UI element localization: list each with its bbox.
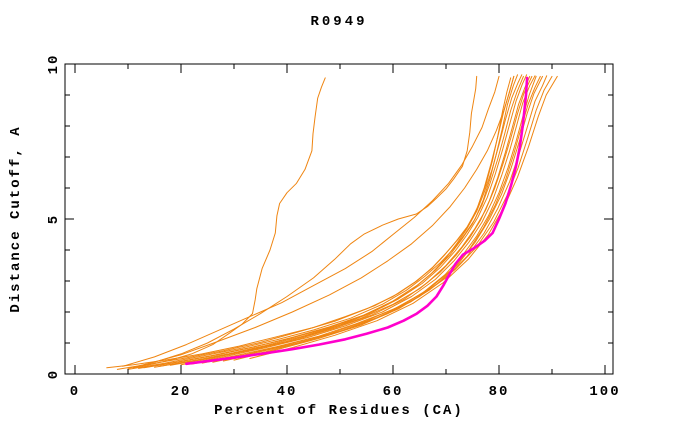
model-curve [143,75,515,366]
x-tick-label: 40 [277,384,298,400]
model-curve [212,75,543,363]
model-curve [132,77,326,369]
y-tick-label: 5 [46,214,62,224]
model-curve [127,75,478,369]
y-tick-label: 10 [46,54,62,75]
model-curve [122,75,500,367]
x-tick-label: 20 [171,384,192,400]
y-axis-label: Distance Cutoff, A [8,125,24,313]
model-curve [180,75,536,366]
model-curve [249,75,558,359]
highlighted-model-curve [185,76,529,366]
model-curve [222,75,548,362]
x-tick-label: 100 [589,384,620,400]
chart-title: R0949 [310,14,368,30]
model-curve [116,75,515,370]
model-curve [143,75,524,369]
x-tick-label: 60 [383,384,404,400]
y-tick-label: 0 [46,369,62,379]
model-curve [106,77,512,369]
model-curve [169,75,533,366]
x-axis-label: Percent of Residues (CA) [214,403,464,419]
x-tick-label: 80 [489,384,510,400]
model-curve [127,74,518,370]
x-tick-label: 0 [70,384,80,400]
model-curve [154,74,528,368]
